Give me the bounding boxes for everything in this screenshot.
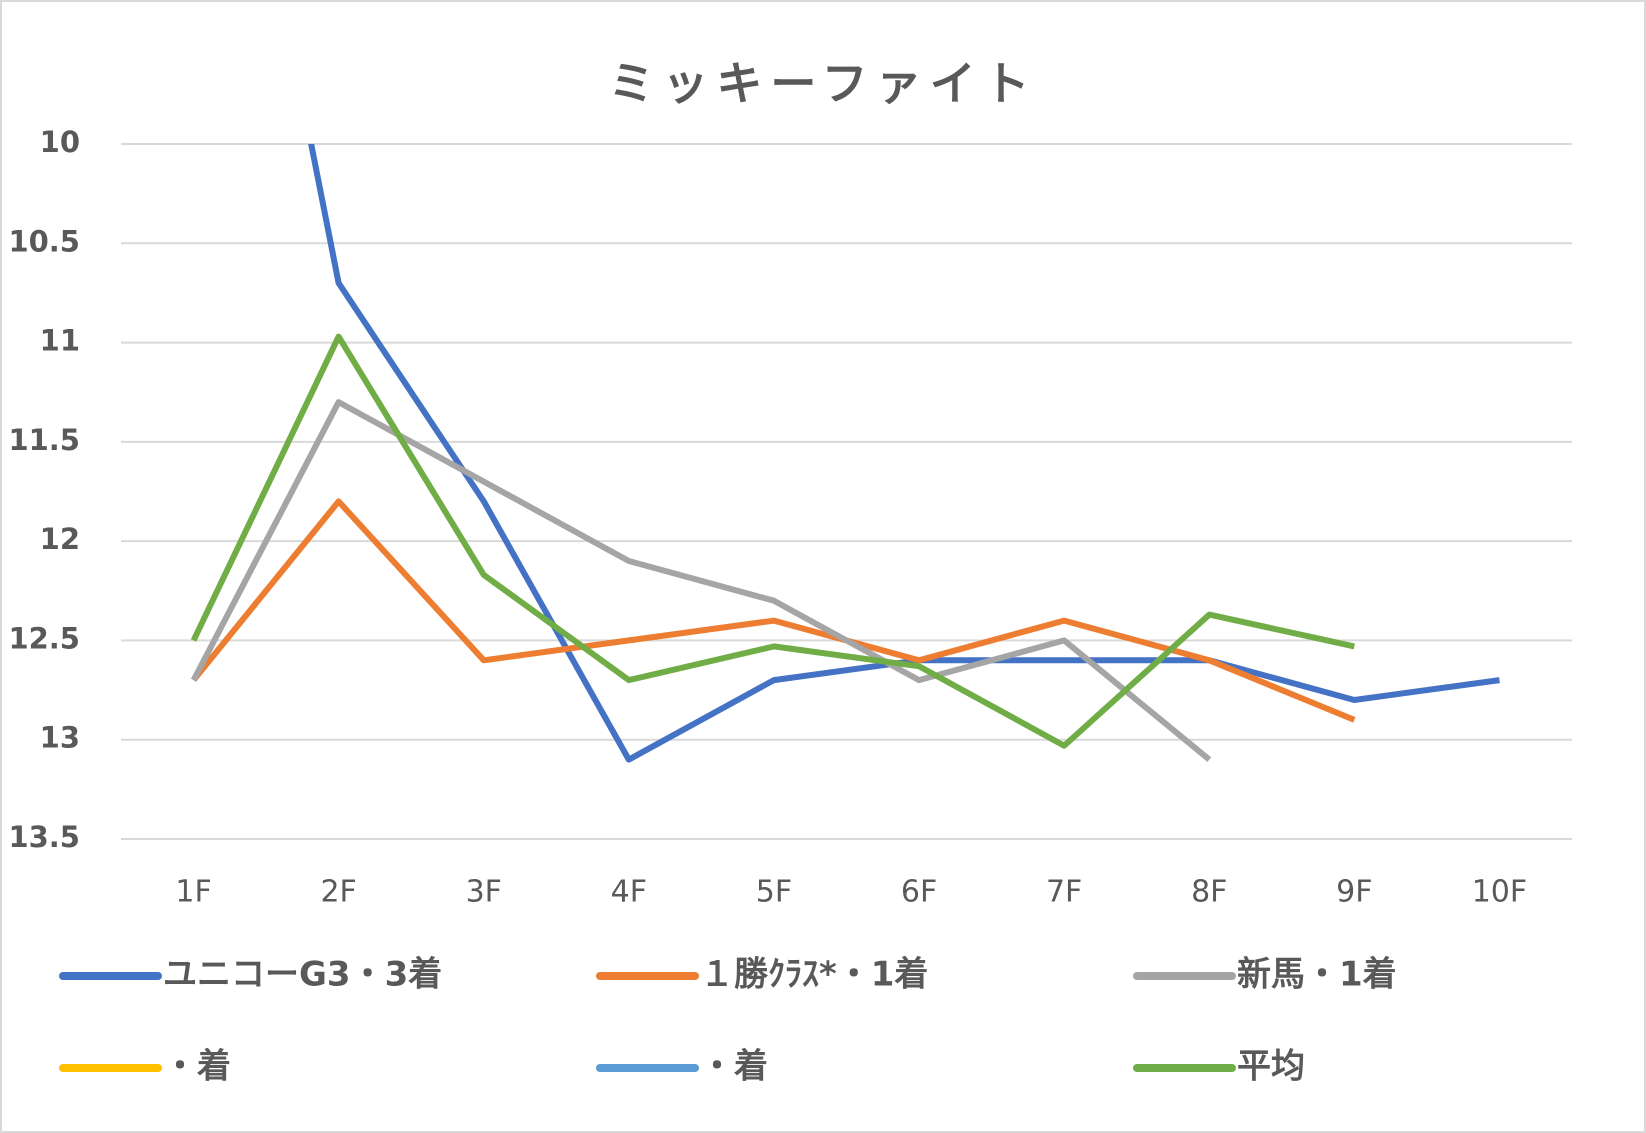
y-tick-label: 13 [40,721,80,755]
series-line [190,399,1212,762]
legend-label: １勝ｸﾗｽ*・1着 [700,955,928,995]
series-line [190,333,1355,749]
y-tick-label: 12.5 [8,621,80,655]
x-tick-label: 10F [1472,875,1527,910]
y-tick-label: 13.5 [8,820,80,854]
chart-title: ミッキーファイト [608,57,1037,111]
legend-label: ・着 [163,1047,231,1087]
series-line [191,498,1356,723]
x-tick-label: 5F [756,875,792,910]
series-line [308,144,1500,763]
x-tick-label: 8F [1191,875,1227,910]
y-tick-label: 10.5 [8,224,80,258]
legend-label: 平均 [1237,1047,1305,1087]
y-tick-label: 12 [40,522,80,556]
x-tick-label: 4F [611,875,647,910]
y-tick-label: 10 [40,125,80,159]
x-tick-label: 6F [901,875,937,910]
x-tick-label: 7F [1046,875,1082,910]
legend-label: ユニコーG3・3着 [163,955,442,995]
legend-label: 新馬・1着 [1237,955,1397,995]
legend-label: ・着 [700,1047,768,1087]
x-tick-label: 9F [1336,875,1372,910]
x-tick-label: 3F [466,875,502,910]
x-tick-label: 1F [175,875,211,910]
y-tick-label: 11 [40,324,80,358]
y-tick-label: 11.5 [8,423,80,457]
x-tick-label: 2F [320,875,356,910]
